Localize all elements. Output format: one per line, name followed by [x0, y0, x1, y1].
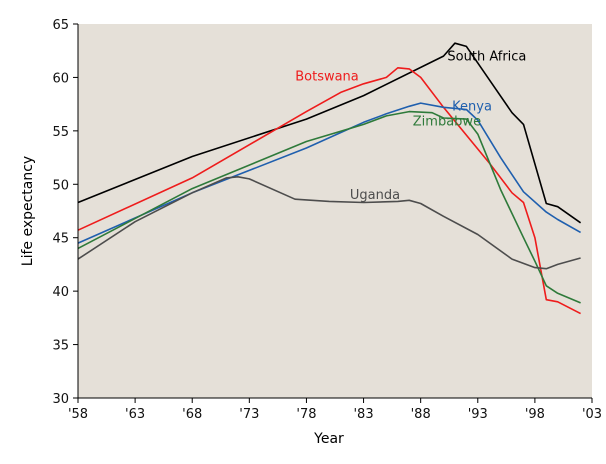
x-tick-label: '03 — [582, 407, 602, 422]
x-tick-label: '98 — [525, 407, 545, 422]
series-line-botswana — [77, 67, 581, 315]
y-axis-ticks: 30 35 40 45 50 55 60 65 — [52, 18, 78, 407]
y-tick-label: 65 — [52, 18, 69, 33]
y-tick-label: 30 — [52, 392, 69, 407]
x-tick-label: '68 — [182, 407, 202, 422]
x-tick-label: '63 — [125, 407, 145, 422]
y-axis-title: Life expectancy — [20, 156, 36, 266]
series-line-south-africa — [77, 42, 582, 224]
x-tick-label: '83 — [353, 407, 373, 422]
series-label-zimbabwe: Zimbabwe — [413, 115, 481, 130]
series-layer — [77, 42, 582, 315]
series-line-kenya — [77, 102, 581, 244]
y-tick-label: 35 — [52, 339, 69, 354]
x-tick-label: '73 — [239, 407, 259, 422]
series-line-uganda — [77, 176, 581, 270]
series-line-zimbabwe — [77, 110, 581, 304]
x-tick-label: '93 — [468, 407, 488, 422]
series-label-botswana: Botswana — [295, 70, 359, 85]
x-axis-title: Year — [313, 431, 344, 447]
y-tick-label: 55 — [52, 125, 69, 140]
y-tick-label: 50 — [52, 178, 69, 193]
y-tick-label: 45 — [52, 232, 69, 247]
y-tick-label: 60 — [52, 71, 69, 86]
x-tick-label: '78 — [296, 407, 316, 422]
x-axis-ticks: '58 '63 '68 '73 '78 '83 '88 '93 '98 '03 — [68, 398, 602, 422]
series-label-uganda: Uganda — [350, 188, 400, 203]
plot-area — [78, 24, 592, 398]
x-tick-label: '58 — [68, 407, 88, 422]
y-tick-label: 40 — [52, 285, 69, 300]
series-label-kenya: Kenya — [452, 100, 492, 115]
x-tick-label: '88 — [411, 407, 431, 422]
series-label-south-africa: South Africa — [447, 49, 526, 64]
